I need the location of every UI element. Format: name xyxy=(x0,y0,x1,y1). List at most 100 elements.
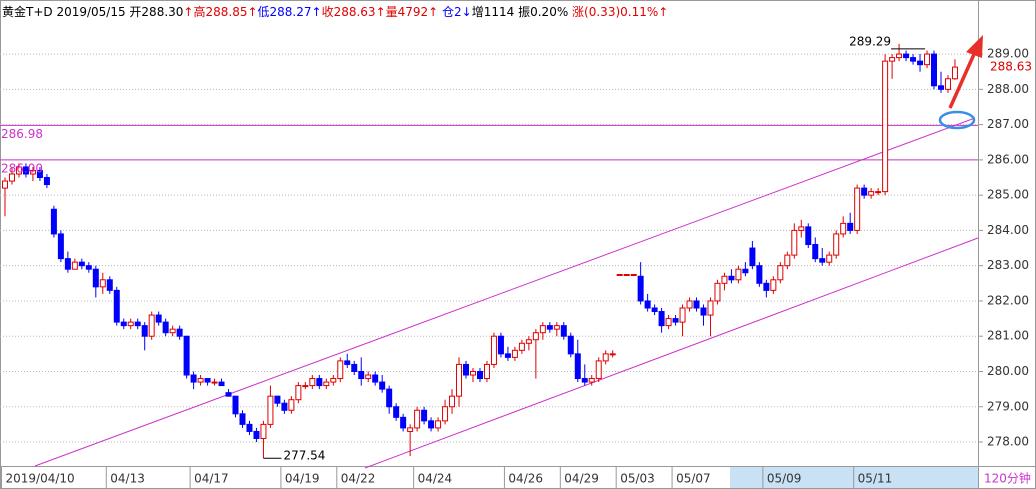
x-tick-label: 04/26 xyxy=(508,472,543,486)
last-price-box xyxy=(980,59,1035,76)
candle-body xyxy=(414,409,421,429)
candle-body xyxy=(854,187,861,231)
candle-body xyxy=(483,363,490,380)
candle-body xyxy=(889,57,896,62)
candle-body xyxy=(239,413,246,425)
candle-body xyxy=(833,233,840,256)
candle-body xyxy=(630,273,637,276)
x-tick-label: 04/13 xyxy=(110,472,145,486)
y-tick-label: 288.00 xyxy=(987,82,1029,96)
candle-body xyxy=(246,423,253,432)
candle-body xyxy=(476,370,483,380)
candle-body xyxy=(407,427,414,432)
candle-body xyxy=(924,53,931,66)
x-tick-label: 05/03 xyxy=(620,472,655,486)
candle-body xyxy=(518,342,525,351)
candle-body xyxy=(560,325,567,337)
candle-body xyxy=(386,388,393,408)
candle-body xyxy=(847,222,854,231)
candle-body xyxy=(882,60,889,193)
levels xyxy=(0,124,978,161)
candle-body xyxy=(78,261,85,267)
candle-body xyxy=(169,328,176,334)
candle-body xyxy=(43,177,50,186)
y-tick-label: 278.00 xyxy=(987,435,1029,449)
candle-body xyxy=(637,275,644,302)
candle-body xyxy=(400,416,407,429)
x-tick-label: 04/19 xyxy=(285,472,320,486)
candle-body xyxy=(288,399,295,411)
candle-body xyxy=(372,374,379,383)
candle-body xyxy=(903,53,910,59)
candle-body xyxy=(693,300,700,309)
candle-body xyxy=(840,222,847,235)
candle-body xyxy=(183,335,190,376)
candle-body xyxy=(896,53,903,59)
candle-body xyxy=(609,353,616,356)
price-level-label: 286.00 xyxy=(1,161,43,175)
header-item: 开288.30 xyxy=(129,5,183,19)
candle-body xyxy=(686,300,693,309)
candle-body xyxy=(539,325,546,334)
candle-body xyxy=(449,395,456,408)
candle-body xyxy=(253,430,260,439)
candle-body xyxy=(148,314,155,337)
candle-body xyxy=(917,60,924,66)
candle-body xyxy=(791,229,798,256)
candle-body xyxy=(120,321,127,327)
candle-body xyxy=(826,254,833,263)
candle-body xyxy=(595,360,602,380)
candle-body xyxy=(770,279,777,291)
candle-body xyxy=(546,325,553,330)
candle-body xyxy=(931,53,938,87)
header: 黄金T+D 2019/05/15 开288.30↑高288.85↑低288.27… xyxy=(2,4,668,19)
candle-body xyxy=(29,169,36,175)
candle-body xyxy=(644,300,651,309)
candle-body xyxy=(274,395,281,404)
candle-body xyxy=(330,378,337,383)
candle-body xyxy=(323,381,330,387)
candles xyxy=(2,43,958,459)
candle-body xyxy=(763,282,770,291)
candle-body xyxy=(295,385,302,401)
y-tick-label: 280.00 xyxy=(987,364,1029,378)
candle-body xyxy=(784,254,791,267)
candle-body xyxy=(99,279,106,288)
x-tick-label: 2019/04/10 xyxy=(6,472,75,486)
candle-body xyxy=(749,247,756,267)
candle-body xyxy=(211,381,218,384)
candle-body xyxy=(365,374,372,380)
arrow-head xyxy=(966,35,983,58)
candle-body xyxy=(64,258,71,270)
arrow-shaft xyxy=(948,51,977,109)
candle-body xyxy=(707,300,714,316)
candle-body xyxy=(267,395,274,425)
candle-body xyxy=(8,173,15,182)
candle-body xyxy=(113,289,120,323)
candle-body xyxy=(672,318,679,323)
header-item: 仓2↓ xyxy=(438,5,472,19)
candle-body xyxy=(588,378,595,383)
highlight-ellipse xyxy=(938,110,976,130)
candle-body xyxy=(777,265,784,281)
candle-body xyxy=(798,226,805,231)
candle-body xyxy=(15,166,22,175)
candle-body xyxy=(567,335,574,355)
y-tick-label: 282.00 xyxy=(987,293,1029,307)
candle-body xyxy=(679,307,686,323)
candle-body xyxy=(951,66,958,80)
candle-body xyxy=(351,363,358,372)
candle-body xyxy=(22,166,29,175)
candle-body xyxy=(805,226,812,246)
header-item: 高288.85↑ xyxy=(193,4,257,19)
candle-body xyxy=(36,169,43,179)
y-tick-label: 284.00 xyxy=(987,223,1029,237)
candle-body xyxy=(511,349,518,358)
candle-body xyxy=(623,273,630,276)
header-item: 黄金T+D 2019/05/15 xyxy=(2,4,129,19)
candle-body xyxy=(155,314,162,323)
candle-body xyxy=(85,265,92,270)
candle-body xyxy=(435,420,442,429)
x-tick-label: 04/22 xyxy=(341,472,376,486)
